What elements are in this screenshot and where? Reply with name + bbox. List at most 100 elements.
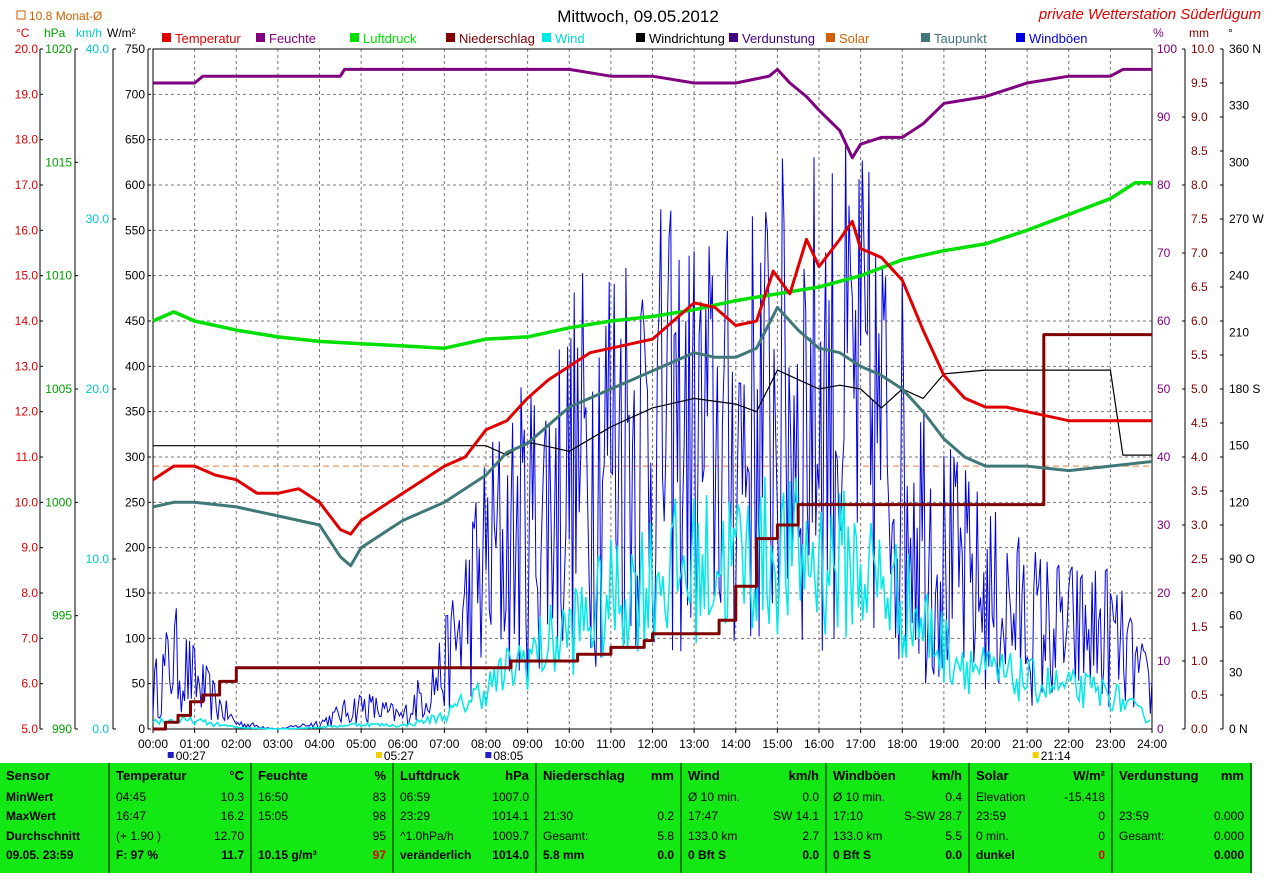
unit-direction: ° [1228,26,1233,40]
stats-panel-5: Wind km/h Ø 10 min. 0.0 17:47 SW 14.1 133.0 km… [682,763,827,873]
direction-axis-tick-9: 270 W [1229,212,1264,226]
direction-axis-tick-8: 240 [1229,269,1249,283]
direction-axis-tick-7: 210 [1229,325,1249,339]
humidity-axis-tick-1: 10 [1157,654,1171,668]
pressure-axis-tick-4: 1010 [45,269,72,283]
stats-row: 133.0 km 2.7 [682,826,825,846]
legend-label-9: Windböen [1029,31,1088,46]
stats-cell: Gesamt: [1119,828,1165,843]
rain-axis-tick-12: 6.0 [1191,314,1208,328]
rain-axis-tick-14: 7.0 [1191,246,1208,260]
solar-axis-tick-9: 450 [125,314,145,328]
rain-axis-tick-19: 9.5 [1191,76,1208,90]
legend-swatch-4 [542,33,551,42]
temp-axis-tick-13: 18.0 [15,133,39,147]
stats-cell: 06:59 [400,789,431,804]
rain-axis-tick-2: 1.0 [1191,654,1208,668]
series-niederschlag [153,333,1152,731]
stats-row: Durchschnitt [0,826,108,846]
time-tick-20: 20:00 [970,737,1000,751]
stats-cell: ^1.0hPa/h [400,828,454,843]
stats-row: Ø 10 min. 0.4 [827,787,968,807]
event-label-3: 21:14 [1041,749,1071,763]
plot-area [152,67,1153,731]
stats-cell: Gesamt: [543,828,589,843]
stats-header-1: hPa [505,767,529,783]
pressure-axis-tick-0: 990 [52,722,72,736]
unit-temp: °C [16,26,30,40]
humidity-axis-tick-10: 100 [1157,42,1177,56]
stats-row: 09.05. 23:59 [0,846,108,866]
stats-cell: 10.15 g/m³ [258,848,317,863]
time-tick-21: 21:00 [1012,737,1042,751]
humidity-axis-tick-0: 0 [1157,722,1164,736]
stats-cell: dunkel [976,848,1015,863]
stats-cell: 09.05. 23:59 [6,848,74,863]
time-tick-11: 11:00 [596,737,625,751]
time-tick-14: 14:00 [721,737,751,751]
unit-rain: mm [1189,26,1209,40]
stats-row: 17:47 SW 14.1 [682,807,825,827]
legend-swatch-8 [921,33,930,42]
rain-axis-tick-15: 7.5 [1191,212,1208,226]
time-tick-24: 24:00 [1137,737,1167,751]
direction-axis-tick-5: 150 [1229,439,1249,453]
stats-row: 23:59 0 [970,807,1111,827]
direction-axis-tick-12: 360 N [1229,42,1261,56]
stats-cell: 5.8 [657,828,674,843]
stats-header: Niederschlag mm [537,763,680,787]
stats-row: 95 [252,826,392,846]
legend-swatch-6 [729,33,738,42]
time-tick-22: 22:00 [1054,737,1084,751]
legend-swatch-5 [636,33,645,42]
month-avg-label: 10.8 Monat-Ø [29,9,102,23]
stats-row: Elevation -15.418 [970,787,1111,807]
rain-axis-tick-8: 4.0 [1191,450,1208,464]
solar-axis-tick-15: 750 [125,42,145,56]
humidity-axis-tick-4: 40 [1157,450,1171,464]
stats-header-1: °C [229,767,244,783]
unit-wind: km/h [76,26,102,40]
series-windrichtung [153,369,1152,456]
rain-axis-tick-10: 5.0 [1191,382,1208,396]
direction-axis-tick-2: 60 [1229,609,1243,623]
stats-cell: 16.2 [220,809,244,824]
rain-axis-tick-5: 2.5 [1191,552,1208,566]
direction-axis-tick-0: 0 N [1229,722,1248,736]
temp-axis-tick-2: 7.0 [21,631,38,645]
direction-axis-tick-6: 180 S [1229,382,1260,396]
temp-axis-tick-6: 11.0 [16,450,39,464]
stats-header-0: Sensor [6,767,51,783]
stats-row: 16:50 83 [252,787,392,807]
time-tick-7: 07:00 [429,737,459,751]
stats-row: 0 min. 0 [970,826,1111,846]
legend-swatch-0 [162,33,171,42]
solar-axis-tick-13: 650 [125,133,145,147]
stats-header-0: Windböen [833,767,896,783]
pressure-axis-tick-6: 1020 [45,42,72,56]
stats-panel-1: Temperatur °C 04:45 10.3 16:47 16.2 (+ 1.90 ) 1… [110,763,252,873]
stats-header: Solar W/m² [970,763,1111,787]
legend-label-8: Taupunkt [934,31,987,46]
legend-swatch-9 [1016,33,1025,42]
stats-cell: -15.418 [1064,789,1105,804]
stats-row: Ø 10 min. 0.0 [682,787,825,807]
legend-label-4: Wind [555,31,585,46]
stats-row [1113,787,1250,807]
rain-axis-tick-1: 0.5 [1191,688,1208,702]
pressure-axis-tick-1: 995 [52,609,72,623]
stats-row: 23:29 1014.1 [394,807,535,827]
stats-cell: 0 Bft S [833,848,872,863]
stats-cell: 23:59 [1119,809,1150,824]
temp-axis-tick-11: 16.0 [15,223,39,237]
time-tick-4: 04:00 [304,737,334,751]
stats-panel-4: Niederschlag mm 21:30 0.2 Gesamt: 5.8 5.8 mm 0.… [537,763,682,873]
stats-row: 16:47 16.2 [110,807,250,827]
stats-header-0: Verdunstung [1119,767,1199,783]
humidity-axis-tick-2: 20 [1157,586,1171,600]
stats-row: 06:59 1007.0 [394,787,535,807]
solar-axis-tick-0: 0 [138,722,145,736]
temp-axis-tick-0: 5.0 [21,722,38,736]
stats-panel-8: Verdunstung mm 23:59 0.000 Gesamt: 0.000 0.000 [1113,763,1252,873]
legend-label-6: Verdunstung [742,31,815,46]
